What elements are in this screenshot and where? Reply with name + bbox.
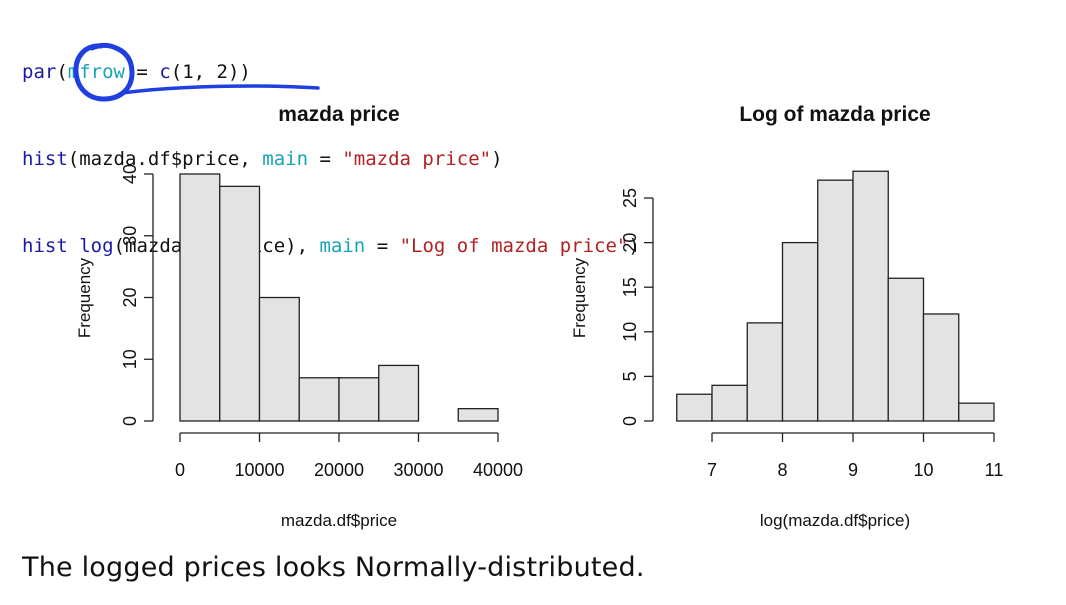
- chart2-y-axis-label: Frequency: [570, 257, 589, 338]
- chart1-bar: [179, 173, 221, 422]
- chart2-x-axis-label: log(mazda.df$price): [760, 511, 910, 530]
- code-op: =: [308, 148, 343, 170]
- chart2-y-tick-label: 5: [620, 371, 640, 381]
- chart1-y-axis-label: Frequency: [75, 257, 94, 338]
- code-op: =: [365, 235, 400, 257]
- chart2-bar: [852, 170, 889, 422]
- chart2-bar: [817, 179, 854, 422]
- chart2-y-tick-label: 15: [620, 277, 640, 297]
- code-line-2: hist(mazda.df$price, main = "mazda price…: [22, 145, 640, 174]
- chart2-y-tick-label: 0: [620, 416, 640, 426]
- chart1-title: mazda price: [278, 103, 399, 126]
- chart1-x-tick-label: 30000: [393, 460, 443, 480]
- code-object: mazda.df$price: [79, 148, 240, 170]
- chart2-bar: [746, 322, 784, 422]
- chart1-x-tick-label: 0: [175, 460, 185, 480]
- chart2-x-tick-label: 10: [913, 460, 933, 480]
- code-paren: (: [67, 148, 80, 170]
- chart2-bar: [781, 241, 819, 422]
- chart1-y-tick-label: 40: [120, 164, 140, 184]
- chart1-bar: [298, 377, 340, 422]
- code-string: "mazda price": [342, 148, 492, 170]
- chart2-y-tick-label: 20: [620, 233, 640, 253]
- chart1-y-tick-label: 10: [120, 349, 140, 369]
- code-string: "Log of mazda price": [399, 235, 629, 257]
- code-fn-log: log: [79, 235, 114, 257]
- chart2-bar: [676, 393, 713, 422]
- chart2-x-tick-label: 8: [777, 460, 787, 480]
- code-paren: (: [56, 61, 68, 83]
- code-sep: ,: [239, 148, 263, 170]
- chart2-x-tick-label: 9: [848, 460, 858, 480]
- code-fn: c: [159, 61, 171, 83]
- code-tail: (1, 2)): [170, 61, 251, 83]
- caption-text: The logged prices looks Normally-distrib…: [22, 552, 645, 583]
- code-paren: ): [491, 148, 503, 170]
- chart1-y-tick-label: 0: [120, 416, 140, 426]
- chart1-x-axis-label: mazda.df$price: [281, 511, 397, 530]
- chart1-bar: [219, 185, 261, 422]
- code-fn: hist: [22, 235, 68, 257]
- chart1-bar: [457, 407, 499, 422]
- chart2-bar: [922, 313, 960, 422]
- histogram-figure: mazda price 0 10000 20000 30000 40000 0 10 20 30 4…: [75, 103, 1004, 530]
- chart2-bar: [887, 277, 925, 422]
- chart1-bar: [338, 377, 380, 422]
- chart2-bar: [958, 402, 995, 422]
- chart1-y-tick-label: 20: [120, 287, 140, 307]
- chart1-y-tick-label: 30: [120, 226, 140, 246]
- chart1-x-tick-label: 20000: [314, 460, 364, 480]
- code-mid: ),: [285, 235, 320, 257]
- chart2-x-tick-label: 11: [985, 460, 1004, 480]
- code-fn: par: [22, 61, 57, 83]
- code-arg: main: [319, 235, 366, 257]
- chart2-x-tick-label: 7: [707, 460, 717, 480]
- chart2-bar: [711, 384, 748, 422]
- code-op: =: [124, 61, 160, 83]
- chart2-title: Log of mazda price: [739, 103, 930, 126]
- code-arg: main: [262, 148, 309, 170]
- code-fn: hist: [22, 148, 68, 170]
- chart2-y-tick-label: 10: [620, 322, 640, 342]
- chart1-x-tick-label: 10000: [234, 460, 284, 480]
- chart1-x-tick-label: 40000: [473, 460, 523, 480]
- code-paren: (: [113, 235, 125, 257]
- code-paren: ): [628, 235, 640, 257]
- chart1-bar: [258, 296, 300, 422]
- chart1-bar: [378, 364, 420, 422]
- chart2-y-tick-label: 25: [620, 188, 640, 208]
